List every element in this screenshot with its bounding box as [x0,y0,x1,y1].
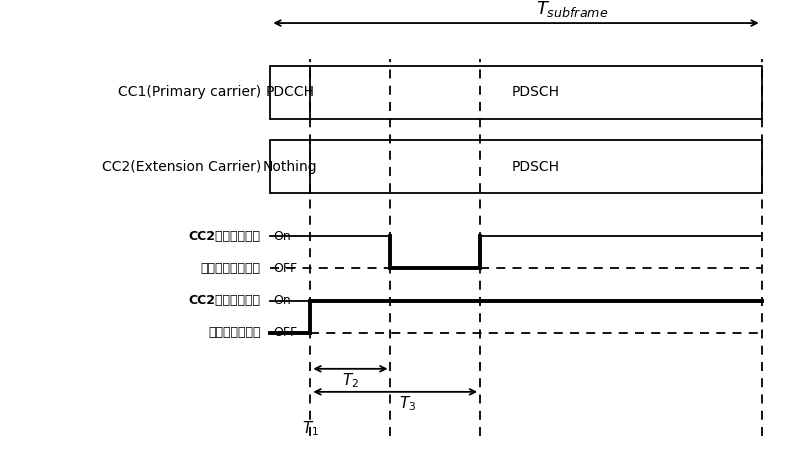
Text: PDCCH: PDCCH [266,85,315,99]
Text: OFF: OFF [273,326,297,339]
Text: OFF: OFF [273,262,297,275]
Text: $T_2$: $T_2$ [342,371,359,390]
Text: 用户设备的状态: 用户设备的状态 [208,326,261,339]
Text: CC2(Extension Carrier): CC2(Extension Carrier) [102,160,261,174]
Text: PDSCH: PDSCH [512,160,560,174]
Text: PDSCH: PDSCH [512,85,560,99]
Text: CC1(Primary carrier): CC1(Primary carrier) [118,85,261,99]
Text: CC2上有数据传输: CC2上有数据传输 [189,294,261,307]
Text: $T_3$: $T_3$ [398,394,416,413]
Text: Nothing: Nothing [263,160,318,174]
Text: $T_1$: $T_1$ [302,420,319,438]
Text: On: On [273,230,290,242]
Text: On: On [273,294,290,307]
Text: $T_{subframe}$: $T_{subframe}$ [536,0,608,19]
Text: CC2上没有数据传: CC2上没有数据传 [189,230,261,242]
Bar [270,140,762,194]
Text: 输用户设备的状态: 输用户设备的状态 [201,262,261,275]
Bar [270,65,762,118]
